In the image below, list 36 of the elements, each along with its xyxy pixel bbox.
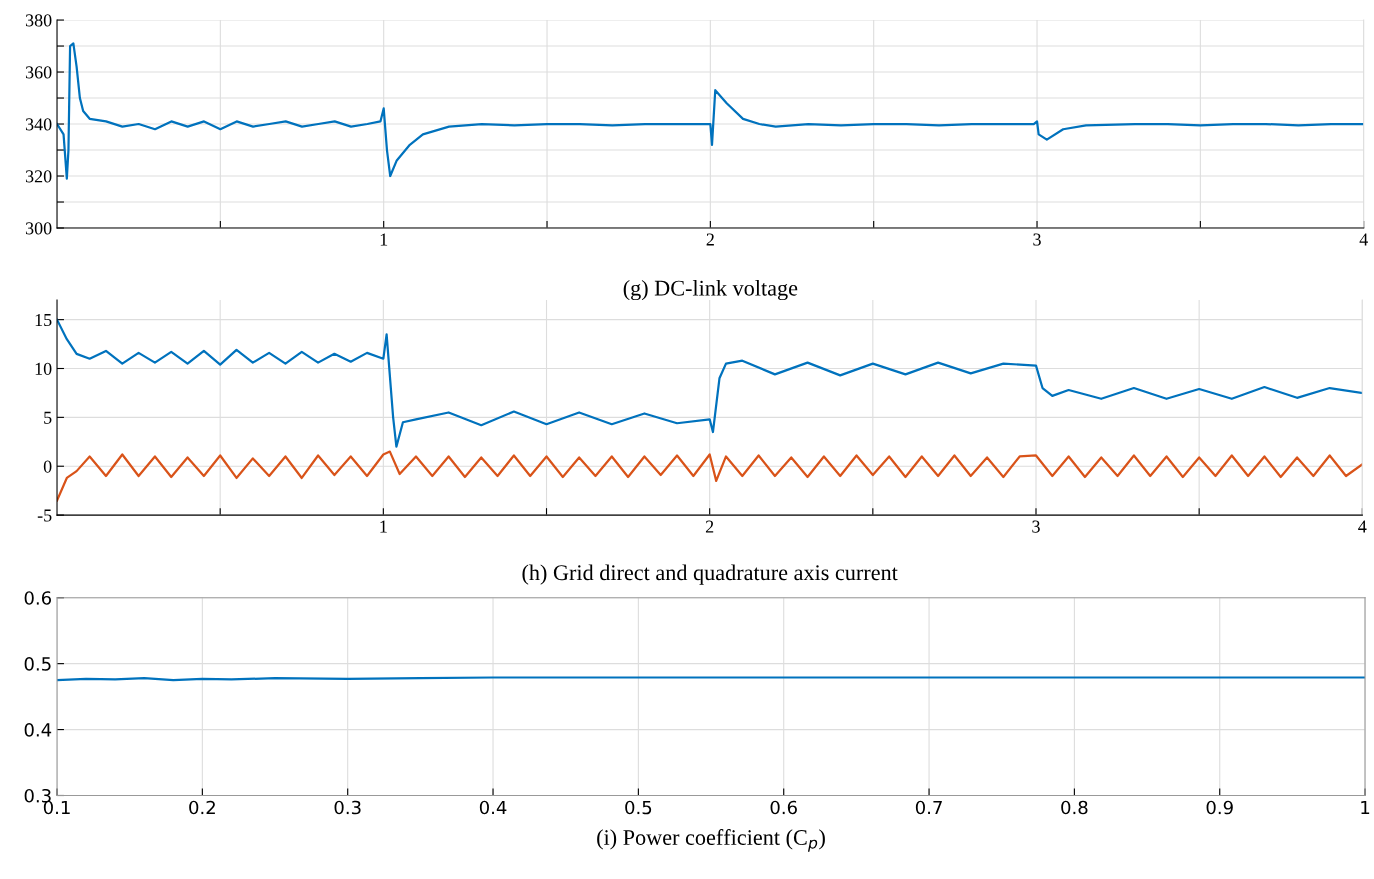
- x-tick-label: 1: [380, 520, 387, 533]
- x-tick-label: 0.3: [334, 800, 361, 815]
- y-tick-label: 300: [25, 222, 52, 235]
- x-tick-label: 2: [706, 233, 714, 246]
- x-tick-label: 1: [380, 233, 388, 246]
- x-tick-label: 0.4: [479, 800, 507, 815]
- x-tick-label: 3: [1033, 233, 1041, 246]
- x-tick-label: 4: [1358, 520, 1367, 533]
- x-tick-label: 2: [705, 520, 714, 533]
- x-axis-title: (h) Grid direct and quadrature axis current: [522, 564, 898, 585]
- x-tick-label: 0.9: [1206, 800, 1233, 815]
- y-tick-label: 0.5: [24, 657, 51, 671]
- line-series: [57, 318, 1363, 448]
- y-tick-label: 15: [35, 313, 52, 327]
- y-tick-label: 10: [35, 362, 52, 375]
- x-tick-label: 0.2: [189, 800, 215, 815]
- y-tick-label: -5: [37, 509, 52, 522]
- x-tick-label: 0.5: [625, 800, 652, 815]
- x-tick-label: 0.7: [915, 800, 942, 815]
- y-tick-label: 0.6: [24, 591, 52, 605]
- y-tick-label: 360: [25, 66, 52, 79]
- x-axis-title: (g) DC-link voltage: [623, 280, 798, 301]
- y-tick-label: 0: [43, 460, 52, 473]
- x-tick-label: 4: [1359, 233, 1368, 246]
- line-series: [57, 450, 1363, 502]
- y-tick-label: 5: [44, 411, 52, 424]
- y-tick-label: 320: [25, 170, 52, 183]
- y-tick-label: 340: [25, 118, 52, 131]
- x-tick-label: 0.6: [770, 800, 797, 815]
- y-tick-label: 380: [25, 14, 52, 27]
- x-axis-title: (i) Power coefficient (C$_{p}$): [597, 829, 825, 852]
- y-tick-label: 0.4: [24, 723, 52, 737]
- x-tick-label: 0.8: [1061, 800, 1088, 815]
- x-tick-label: 1: [1361, 800, 1370, 815]
- x-tick-label: 3: [1032, 520, 1040, 533]
- line-series: [57, 42, 1364, 180]
